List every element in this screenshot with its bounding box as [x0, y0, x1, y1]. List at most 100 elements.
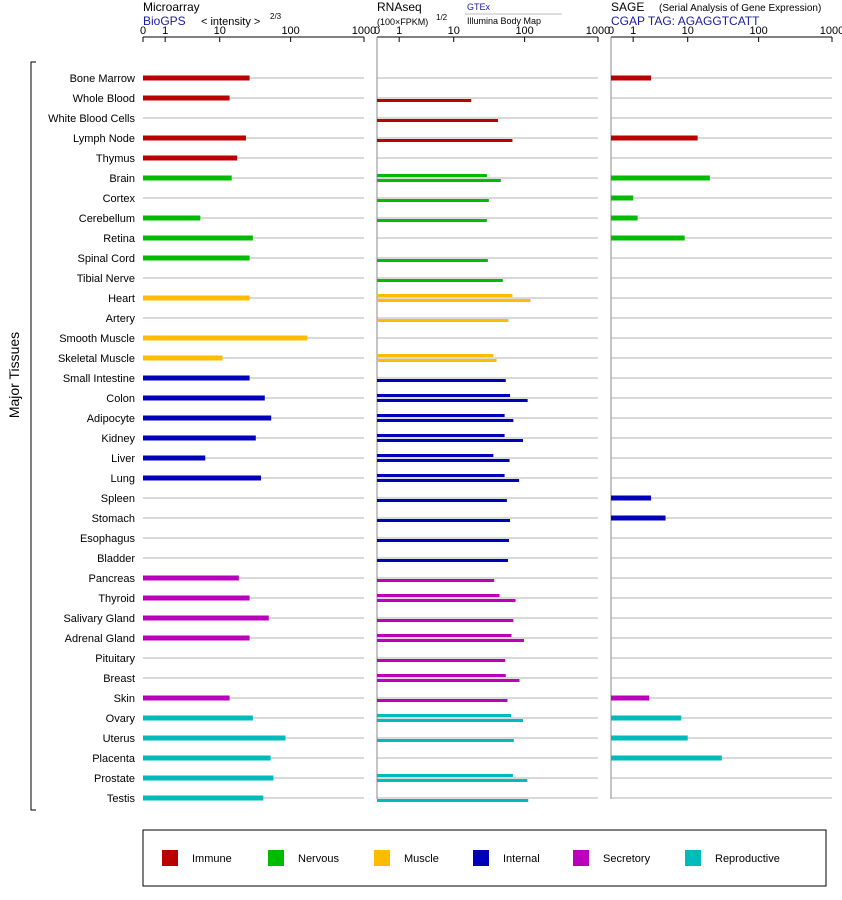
expression-bar — [377, 719, 524, 722]
tissue-label: Ovary — [106, 713, 136, 725]
x-tick-label: 0 — [140, 25, 146, 37]
tissue-label: Whole Blood — [73, 93, 135, 105]
expression-bar — [611, 175, 710, 181]
expression-bar — [143, 715, 253, 721]
rnaseq-source-bodymap: Illumina Body Map — [467, 16, 541, 26]
expression-bar — [377, 99, 472, 102]
expression-bar — [377, 414, 505, 417]
expression-bar — [143, 335, 308, 341]
expression-bar — [377, 739, 514, 742]
expression-bar — [143, 775, 274, 781]
x-tick-label: 100 — [281, 25, 299, 37]
tissue-label: Tibial Nerve — [77, 273, 135, 285]
x-tick-label: 10 — [682, 25, 694, 37]
expression-bar — [377, 539, 510, 542]
tissue-label: Cortex — [103, 193, 136, 205]
x-tick-label: 100 — [749, 25, 767, 37]
expression-bar — [143, 155, 238, 161]
expression-bar — [377, 519, 511, 522]
expression-bar — [611, 515, 666, 521]
expression-bar — [143, 75, 250, 81]
legend-label: Internal — [503, 853, 540, 865]
x-tick-label: 10 — [214, 25, 226, 37]
expression-bar — [377, 459, 510, 462]
legend-swatch — [162, 850, 178, 866]
expression-bar — [377, 174, 487, 177]
legend-swatch — [374, 850, 390, 866]
tissue-label: Pituitary — [95, 653, 135, 665]
expression-bar — [611, 75, 652, 81]
tissue-label: Adrenal Gland — [65, 633, 135, 645]
expression-bar — [143, 255, 250, 261]
tissue-label: Breast — [103, 673, 135, 685]
tissue-label: Adipocyte — [87, 413, 135, 425]
expression-bar — [377, 179, 501, 182]
expression-bar — [611, 715, 682, 721]
expression-bar — [143, 95, 230, 101]
expression-bar — [143, 735, 286, 741]
tissue-label: Skeletal Muscle — [58, 353, 135, 365]
expression-bar — [143, 695, 230, 701]
microarray-title: Microarray — [143, 0, 200, 14]
microarray-subtitle: BioGPS — [143, 14, 186, 28]
tissue-label: White Blood Cells — [48, 113, 135, 125]
sage-title: SAGE — [611, 0, 644, 14]
legend-swatch — [573, 850, 589, 866]
expression-bar — [377, 359, 497, 362]
tissue-label: Retina — [103, 233, 136, 245]
x-tick-label: 1000 — [352, 25, 376, 37]
expression-bar — [377, 139, 513, 142]
y-axis-label: Major Tissues — [6, 332, 22, 418]
legend-label: Secretory — [603, 853, 651, 865]
tissue-label: Skin — [114, 693, 135, 705]
expression-bar — [377, 434, 505, 437]
expression-bar — [143, 175, 232, 181]
microarray-axis-label: < intensity > — [201, 16, 260, 28]
tissue-label: Bladder — [97, 553, 135, 565]
tissue-label: Pancreas — [89, 573, 136, 585]
expression-bar — [377, 699, 508, 702]
tissue-label: Lung — [111, 473, 135, 485]
tissue-label: Kidney — [101, 433, 135, 445]
expression-bar — [611, 735, 688, 741]
expression-bar — [143, 215, 201, 221]
tissue-label: Placenta — [92, 753, 136, 765]
expression-bar — [377, 799, 529, 802]
expression-bar — [143, 755, 271, 761]
legend-swatch — [473, 850, 489, 866]
expression-bar — [143, 135, 246, 141]
expression-bar — [377, 714, 512, 717]
x-tick-label: 1 — [396, 25, 402, 37]
tissue-label: Thyroid — [98, 593, 135, 605]
expression-bar — [377, 579, 495, 582]
expression-bar — [143, 635, 250, 641]
tissue-label: Stomach — [92, 513, 135, 525]
expression-bar — [377, 354, 494, 357]
expression-bar — [377, 294, 513, 297]
expression-bar — [377, 119, 499, 122]
x-tick-label: 100 — [515, 25, 533, 37]
expression-bar — [611, 695, 650, 701]
tissue-label: Small Intestine — [63, 373, 135, 385]
rnaseq-axis-exponent: 1/2 — [436, 13, 448, 22]
expression-bar — [377, 774, 513, 777]
panel-headers: Microarray BioGPS < intensity > 2/3 RNAs… — [143, 0, 821, 28]
expression-bar — [143, 615, 269, 621]
expression-bar — [143, 795, 264, 801]
tissue-label: Prostate — [94, 773, 135, 785]
tissue-label: Lymph Node — [73, 133, 135, 145]
expression-bar — [611, 755, 722, 761]
expression-bar — [143, 375, 250, 381]
tissue-label: Colon — [106, 393, 135, 405]
expression-bar — [377, 594, 500, 597]
x-tick-label: 1000 — [820, 25, 842, 37]
expression-bar — [143, 355, 223, 361]
expression-bar — [377, 499, 507, 502]
expression-bar — [377, 299, 531, 302]
expression-bar — [377, 279, 503, 282]
expression-bar — [377, 674, 506, 677]
tissue-label: Liver — [111, 453, 135, 465]
expression-bar — [377, 399, 528, 402]
sage-title-note: (Serial Analysis of Gene Expression) — [659, 3, 821, 14]
